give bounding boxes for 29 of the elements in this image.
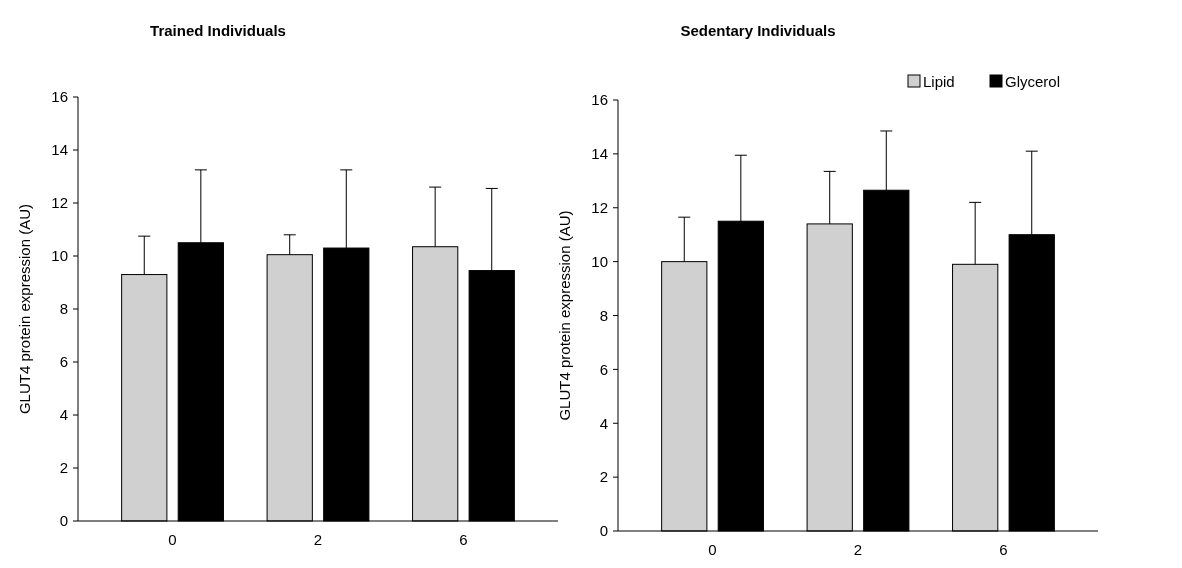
legend-label: Lipid — [923, 73, 955, 91]
x-tick-label: 0 — [708, 541, 717, 558]
x-tick-label: 6 — [459, 531, 468, 548]
x-tick-label: 6 — [999, 541, 1008, 558]
y-tick-label: 0 — [59, 512, 68, 530]
y-tick-label: 6 — [599, 360, 608, 378]
y-axis-title: GLUT4 protein expression (AU) — [556, 210, 573, 421]
y-tick-label: 4 — [599, 414, 608, 432]
y-tick-label: 16 — [51, 88, 68, 106]
chart-title: Trained Individuals — [150, 22, 286, 39]
y-tick-label: 12 — [591, 199, 608, 216]
y-tick-label: 14 — [591, 145, 608, 163]
x-tick-label: 2 — [313, 531, 323, 548]
y-tick-label: 16 — [591, 91, 608, 109]
x-tick-label: 0 — [168, 531, 177, 548]
y-tick-label: 8 — [599, 306, 608, 324]
y-tick-label: 10 — [591, 252, 608, 270]
y-tick-label: 14 — [51, 141, 68, 159]
y-tick-label: 12 — [51, 194, 68, 212]
y-tick-label: 8 — [59, 300, 68, 318]
chart-title: Sedentary Individuals — [680, 22, 836, 39]
y-tick-label: 6 — [59, 353, 68, 371]
y-tick-label: 4 — [59, 406, 68, 424]
y-axis-title: GLUT4 protein expression (AU) — [16, 203, 33, 415]
y-tick-label: 2 — [59, 459, 68, 477]
legend-label: Glycerol — [1005, 73, 1061, 91]
y-tick-label: 2 — [599, 468, 608, 486]
y-tick-label: 10 — [51, 247, 68, 265]
x-tick-label: 2 — [853, 541, 863, 558]
